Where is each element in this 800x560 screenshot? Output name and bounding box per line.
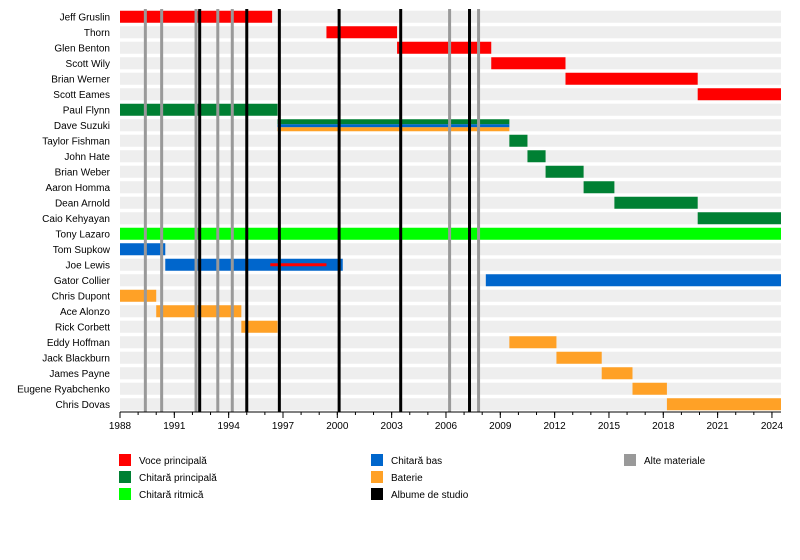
x-axis: 1988 1991 1994 1997 2000 2003 2006 2009 2012 2015…: [109, 411, 784, 432]
member-bar-lead-guitar: [509, 134, 528, 147]
legend-label: Chitară bas: [391, 456, 442, 467]
legend-swatch-rhythm-guitar: [119, 488, 131, 500]
member-label: Chris Dupont: [52, 291, 111, 302]
legend: Voce principală Chitară principală Chitară…: [119, 454, 706, 501]
member-bar-lead-guitar: [697, 212, 781, 225]
member-bar-drums: [556, 351, 602, 364]
member-label: Taylor Fishman: [42, 136, 110, 147]
member-label: Scott Eames: [53, 90, 110, 101]
member-bar-vocals: [491, 57, 566, 70]
member-label: Aaron Homma: [46, 183, 111, 194]
member-label: Brian Werner: [51, 74, 110, 85]
member-bar-drums: [509, 336, 557, 349]
legend-swatch-bass: [371, 454, 383, 466]
legend-swatch-other: [624, 454, 636, 466]
member-label: Ace Alonzo: [60, 307, 110, 318]
member-bar-lead-guitar: [583, 181, 615, 194]
legend-label: Alte materiale: [644, 456, 706, 467]
x-tick-label: 1994: [218, 421, 241, 432]
member-bar-vocals: [397, 41, 492, 54]
x-tick-label: 2015: [598, 421, 621, 432]
member-bar-vocals: [326, 26, 398, 39]
member-label: Glen Benton: [54, 43, 110, 54]
x-tick-label: 2000: [326, 421, 349, 432]
member-bar-lead-guitar: [614, 196, 698, 209]
member-bar-lead-guitar: [545, 165, 584, 178]
member-label: Dave Suzuki: [54, 121, 110, 132]
member-bar-drums: [241, 320, 278, 333]
member-label: Dean Arnold: [55, 198, 110, 209]
legend-swatch-studio: [371, 488, 383, 500]
member-labels: Jeff Gruslin Thorn Glen Benton Scott Wily Br…: [17, 12, 111, 411]
member-label: Joe Lewis: [66, 260, 110, 271]
member-label: Chris Dovas: [56, 400, 110, 411]
member-bar-lead-guitar: [527, 150, 546, 163]
legend-label: Chitară ritmică: [139, 490, 204, 501]
legend-label: Albume de studio: [391, 490, 469, 501]
member-label: Eugene Ryabchenko: [17, 384, 110, 395]
member-label: Eddy Hoffman: [47, 338, 110, 349]
x-tick-label: 1991: [163, 421, 186, 432]
member-label: Jeff Gruslin: [60, 12, 110, 23]
x-tick-label: 2024: [761, 421, 784, 432]
member-label: Rick Corbett: [55, 322, 110, 333]
member-bar-bass: [485, 274, 781, 287]
legend-swatch-vocals: [119, 454, 131, 466]
legend-swatch-lead-guitar: [119, 471, 131, 483]
legend-label: Voce principală: [139, 456, 207, 467]
member-label: Brian Weber: [55, 167, 111, 178]
member-bar-drums: [632, 382, 667, 395]
x-tick-label: 2003: [381, 421, 404, 432]
member-label: Tony Lazaro: [56, 229, 111, 240]
member-bar-bass: [165, 258, 343, 271]
member-label: Caio Kehyayan: [42, 214, 110, 225]
member-bar-bass: [120, 243, 166, 256]
member-bar-vocals: [697, 88, 781, 101]
member-label: Thorn: [84, 28, 110, 39]
member-label: Tom Supkow: [53, 245, 111, 256]
member-bar-drums: [120, 289, 157, 302]
x-tick-label: 2018: [652, 421, 675, 432]
legend-label: Baterie: [391, 473, 423, 484]
member-bar-lead-guitar: [277, 119, 510, 125]
member-bar-bass: [277, 124, 510, 128]
legend-swatch-drums: [371, 471, 383, 483]
member-bar-vocals: [270, 263, 327, 267]
x-tick-label: 2012: [544, 421, 567, 432]
x-tick-label: 2021: [706, 421, 729, 432]
member-label: John Hate: [64, 152, 110, 163]
member-bar-drums: [601, 367, 633, 380]
member-label: James Payne: [49, 369, 110, 380]
member-label: Scott Wily: [66, 59, 110, 70]
release-lines: [143, 9, 481, 412]
member-label: Jack Blackburn: [42, 353, 110, 364]
member-bar-drums: [277, 127, 510, 132]
x-tick-label: 2006: [435, 421, 458, 432]
member-label: Gator Collier: [54, 276, 111, 287]
x-tick-label: 1988: [109, 421, 132, 432]
member-bar-drums: [666, 398, 781, 411]
member-label: Paul Flynn: [63, 105, 110, 116]
x-tick-label: 1997: [272, 421, 295, 432]
member-bar-vocals: [565, 72, 698, 85]
legend-label: Chitară principală: [139, 473, 217, 484]
x-tick-label: 2009: [489, 421, 512, 432]
